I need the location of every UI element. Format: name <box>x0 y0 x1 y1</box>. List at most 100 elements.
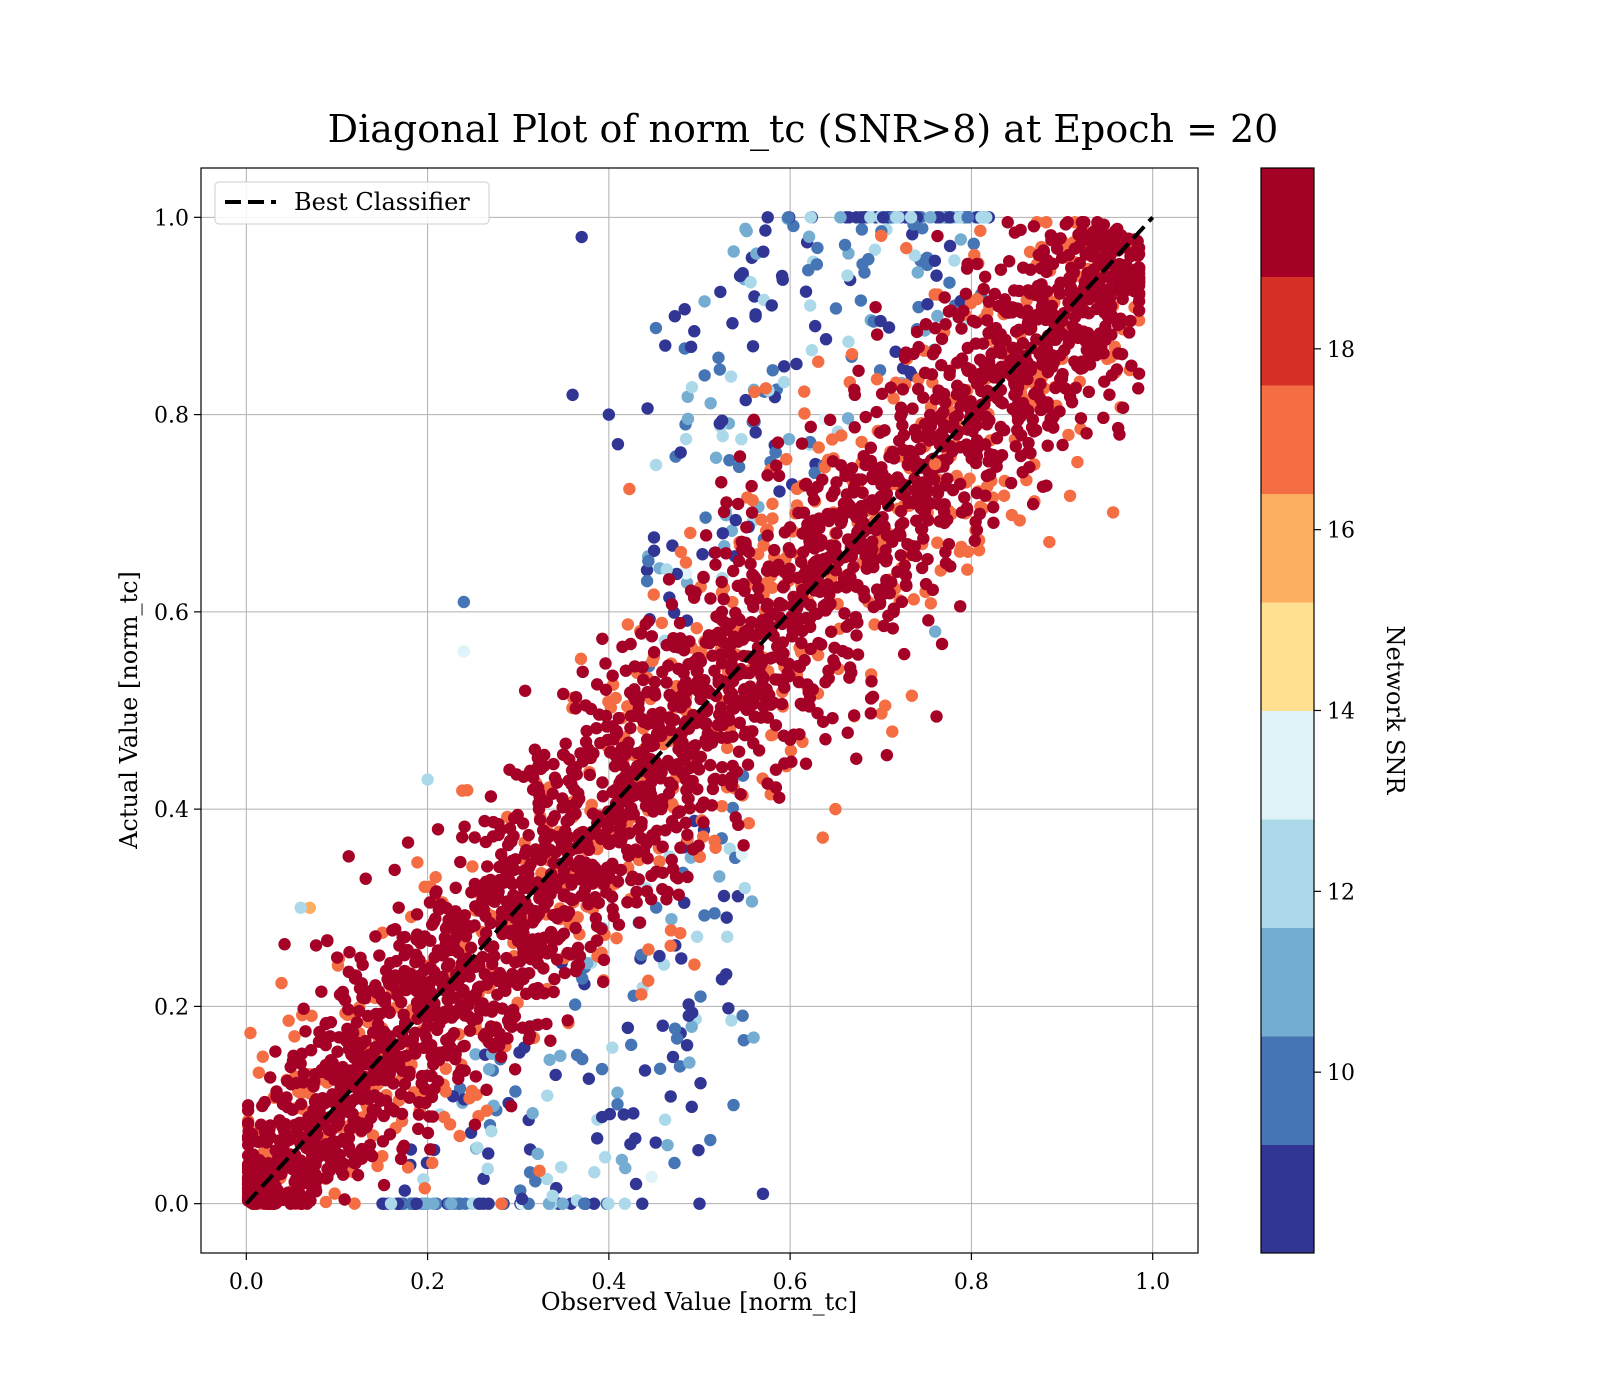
scatter-point <box>1008 377 1021 390</box>
scatter-point <box>640 885 654 898</box>
scatter-point <box>547 985 560 999</box>
scatter-point <box>1022 436 1035 450</box>
scatter-point <box>654 729 668 743</box>
scatter-point <box>819 333 833 346</box>
scatter-point <box>747 1031 760 1044</box>
scatter-point <box>866 690 880 703</box>
scatter-point <box>913 442 927 456</box>
scatter-point <box>495 1050 508 1064</box>
scatter-point <box>322 1123 336 1137</box>
colorbar-segment <box>1261 927 1314 1037</box>
scatter-point <box>979 438 992 451</box>
scatter-point <box>269 1144 282 1157</box>
scatter-point <box>864 441 878 454</box>
scatter-point <box>685 1020 698 1033</box>
scatter-point <box>688 958 701 971</box>
scatter-point <box>766 497 779 511</box>
scatter-point <box>541 1089 554 1102</box>
scatter-point <box>834 459 848 472</box>
scatter-point <box>783 521 797 534</box>
scatter-point <box>738 881 752 895</box>
scatter-point <box>920 498 934 512</box>
scatter-point <box>412 1108 426 1121</box>
scatter-point <box>909 425 922 438</box>
scatter-point <box>410 908 424 921</box>
scatter-point <box>300 1141 313 1155</box>
scatter-point <box>910 514 923 527</box>
scatter-point <box>403 1091 416 1104</box>
scatter-point <box>851 648 865 661</box>
scatter-point <box>392 901 405 914</box>
scatter-point <box>376 1149 389 1163</box>
scatter-point <box>398 1184 411 1197</box>
scatter-point <box>708 772 722 785</box>
scatter-point <box>336 985 350 999</box>
scatter-point <box>562 906 576 919</box>
scatter-point <box>570 1048 584 1062</box>
scatter-point <box>463 1092 476 1105</box>
scatter-point <box>522 876 535 890</box>
scatter-point <box>790 357 803 371</box>
scatter-point <box>510 768 523 781</box>
scatter-point <box>830 527 843 540</box>
scatter-point <box>319 1058 333 1072</box>
scatter-point <box>1059 218 1072 231</box>
scatter-point <box>528 743 542 756</box>
scatter-point <box>1014 449 1028 463</box>
scatter-point <box>630 896 643 909</box>
scatter-point <box>736 1009 749 1022</box>
scatter-point <box>596 975 610 989</box>
scatter-point <box>921 297 934 311</box>
scatter-point <box>351 1168 365 1182</box>
scatter-point <box>955 352 969 365</box>
scatter-point <box>1045 299 1059 313</box>
scatter-point <box>746 494 759 507</box>
scatter-point <box>576 665 589 679</box>
scatter-point <box>276 1097 290 1111</box>
scatter-point <box>655 616 669 630</box>
scatter-point <box>935 637 949 651</box>
scatter-point <box>680 1038 694 1052</box>
scatter-point <box>638 1064 652 1077</box>
scatter-point <box>309 939 323 952</box>
scatter-point <box>596 790 610 803</box>
scatter-point <box>518 684 532 697</box>
scatter-point <box>684 526 697 540</box>
scatter-point <box>447 1027 461 1040</box>
scatter-point <box>752 581 765 595</box>
scatter-point <box>666 862 680 876</box>
scatter-point <box>997 489 1011 502</box>
scatter-point <box>582 897 595 911</box>
scatter-point <box>1106 506 1120 519</box>
scatter-point <box>664 714 678 727</box>
scatter-point <box>624 1038 638 1052</box>
scatter-point <box>924 597 938 610</box>
scatter-point <box>867 461 880 474</box>
scatter-point <box>522 1032 536 1046</box>
scatter-point <box>841 726 854 739</box>
scatter-point <box>303 901 316 914</box>
scatter-point <box>699 733 712 747</box>
scatter-point <box>504 1099 518 1113</box>
scatter-point <box>633 916 647 929</box>
scatter-point <box>673 805 687 818</box>
scatter-point <box>865 675 878 688</box>
scatter-point <box>692 1143 705 1157</box>
scatter-point <box>765 729 778 742</box>
scatter-point <box>732 554 746 568</box>
scatter-point <box>691 782 704 796</box>
scatter-point <box>531 981 545 995</box>
scatter-point <box>530 784 544 798</box>
scatter-point <box>450 991 463 1004</box>
scatter-point <box>512 934 525 947</box>
scatter-point <box>1014 223 1027 237</box>
scatter-point <box>643 763 656 777</box>
colorbar-segment <box>1261 385 1314 494</box>
scatter-point <box>1026 497 1040 511</box>
scatter-point <box>658 1113 672 1126</box>
scatter-point <box>1056 438 1069 452</box>
scatter-point <box>749 310 762 323</box>
scatter-point <box>624 721 637 735</box>
scatter-point <box>1115 347 1129 361</box>
scatter-point <box>842 335 855 348</box>
